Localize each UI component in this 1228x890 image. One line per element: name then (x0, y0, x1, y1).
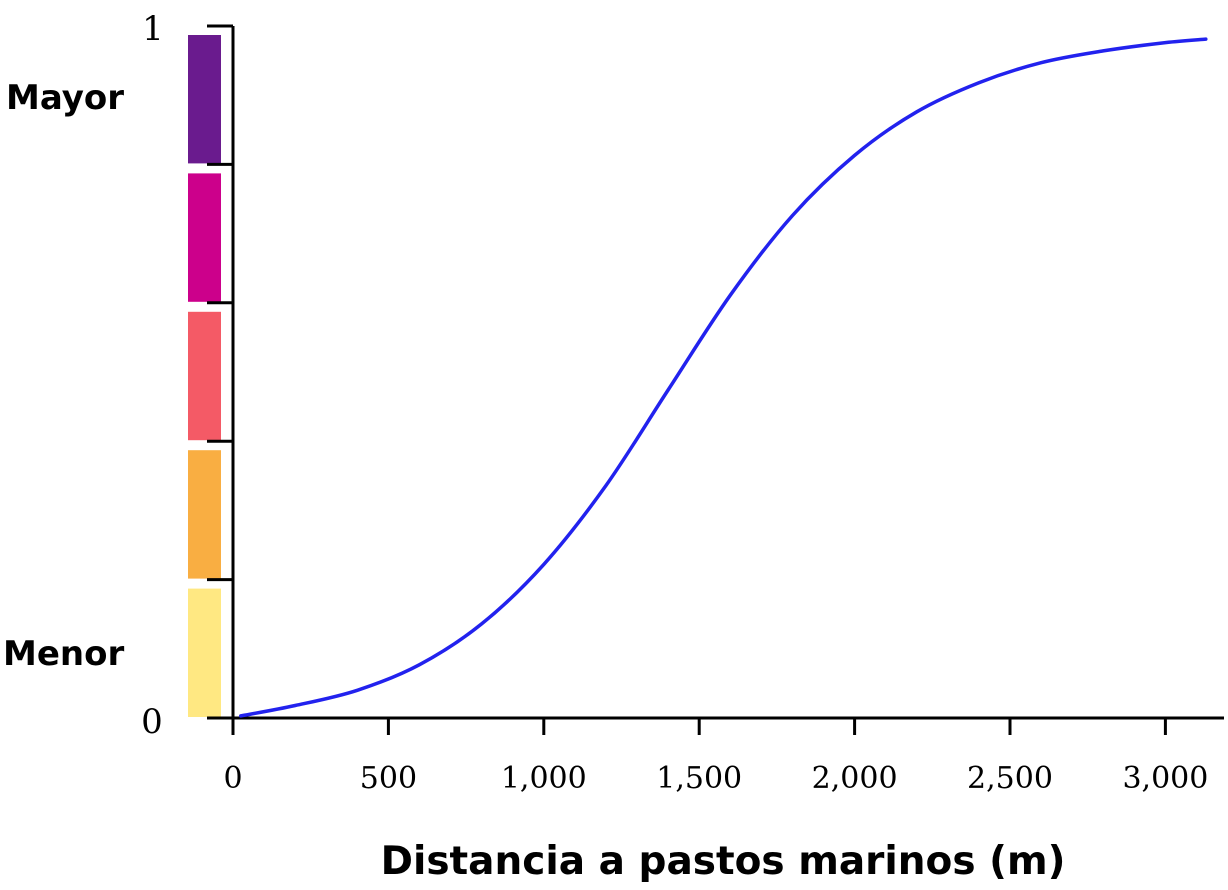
x-tick-label-2000: 2,000 (812, 761, 898, 796)
x-tick-label-0: 0 (223, 761, 242, 796)
x-tick-label-3000: 3,000 (1122, 761, 1208, 796)
y-axis-ticks (207, 24, 233, 582)
x-tick-label-500: 500 (360, 761, 417, 796)
label-mayor: Mayor (6, 78, 124, 118)
x-tick-labels: 0 500 1,000 1,500 2,000 2,500 3,000 (223, 761, 1208, 796)
color-bands (188, 35, 221, 717)
label-menor: Menor (3, 634, 124, 674)
x-axis-title: Distancia a pastos marinos (m) (381, 839, 1066, 884)
x-axis-ticks (231, 718, 1167, 735)
color-band-3 (188, 311, 221, 441)
x-tick-label-2500: 2,500 (967, 761, 1053, 796)
y-axis-max-label: 1 (142, 9, 164, 49)
color-band-2 (188, 450, 221, 579)
color-band-4 (188, 173, 221, 302)
y-axis-min-label: 0 (141, 702, 163, 742)
x-tick-label-1000: 1,000 (501, 761, 587, 796)
color-band-5 (188, 35, 221, 164)
series-group (239, 37, 1208, 718)
color-band-1 (188, 588, 221, 717)
series-line-1 (239, 37, 1208, 718)
x-tick-label-1500: 1,500 (656, 761, 742, 796)
